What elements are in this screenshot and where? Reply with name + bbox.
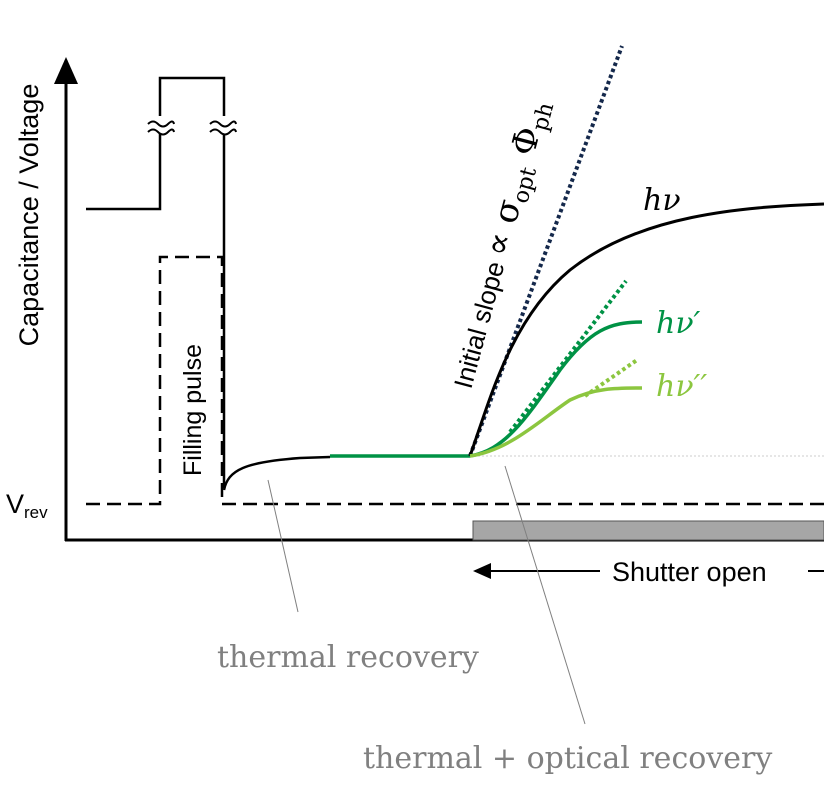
hv1-label: hν′ bbox=[656, 306, 701, 341]
thermal-recovery-curve bbox=[222, 455, 331, 491]
shutter-bar bbox=[472, 520, 824, 541]
initial-slope-label: Initial slope ∝ σopt Φph bbox=[441, 95, 559, 393]
thermal-recovery-label: thermal recovery bbox=[217, 640, 479, 675]
filling-pulse-label: Filling pulse bbox=[179, 344, 207, 476]
hv2-label: hν′′ bbox=[656, 369, 707, 404]
thermal-optical-recovery-label: thermal + optical recovery bbox=[363, 741, 772, 776]
axis-break-icon bbox=[147, 116, 237, 136]
thermal-leader-line bbox=[267, 479, 299, 613]
y-axis-label: Capacitance / Voltage bbox=[14, 84, 44, 347]
hv-label: hν bbox=[643, 183, 681, 218]
shutter-open-label: Shutter open bbox=[612, 557, 767, 587]
vrev-label: Vrev bbox=[6, 489, 48, 522]
hv1-curve bbox=[469, 320, 643, 458]
hv2-slope-dotted bbox=[583, 358, 639, 398]
optical-leader-line bbox=[504, 465, 586, 725]
hv1-slope-dotted bbox=[508, 279, 628, 434]
hv2-curve bbox=[469, 386, 643, 458]
capacitance-pulse bbox=[86, 76, 226, 488]
hv-curve bbox=[468, 202, 824, 457]
